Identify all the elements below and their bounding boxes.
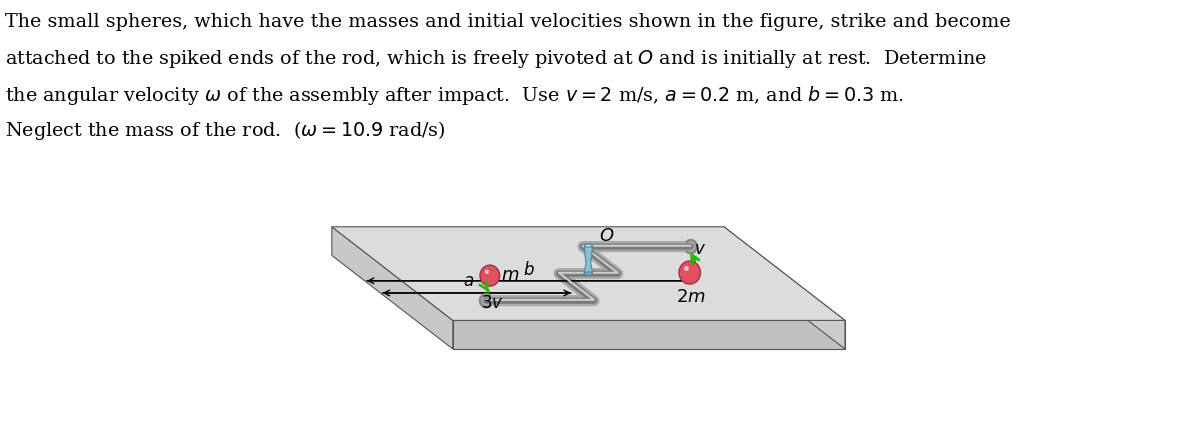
Text: The small spheres, which have the masses and initial velocities shown in the fig: The small spheres, which have the masses… (5, 13, 1010, 31)
Polygon shape (584, 246, 593, 274)
Text: $2m$: $2m$ (676, 287, 706, 306)
Ellipse shape (584, 244, 593, 248)
Polygon shape (332, 227, 452, 349)
Ellipse shape (584, 272, 593, 276)
Text: $b$: $b$ (523, 260, 535, 278)
Polygon shape (332, 227, 845, 321)
Text: $m$: $m$ (502, 265, 520, 283)
Text: the angular velocity $\omega$ of the assembly after impact.  Use $v = 2$ m/s, $a: the angular velocity $\omega$ of the ass… (5, 84, 904, 107)
Text: $O$: $O$ (599, 226, 614, 244)
Text: Neglect the mass of the rod.  ($\omega = 10.9$ rad/s): Neglect the mass of the rod. ($\omega = … (5, 119, 445, 142)
Polygon shape (452, 321, 845, 349)
Polygon shape (724, 227, 845, 349)
Circle shape (679, 261, 701, 284)
Text: $v$: $v$ (695, 241, 707, 258)
Circle shape (684, 266, 689, 271)
Circle shape (480, 266, 499, 286)
Circle shape (485, 270, 490, 274)
Text: $a$: $a$ (463, 273, 474, 289)
Text: attached to the spiked ends of the rod, which is freely pivoted at $\mathit{O}$ : attached to the spiked ends of the rod, … (5, 48, 986, 70)
Text: $3v$: $3v$ (481, 294, 504, 312)
